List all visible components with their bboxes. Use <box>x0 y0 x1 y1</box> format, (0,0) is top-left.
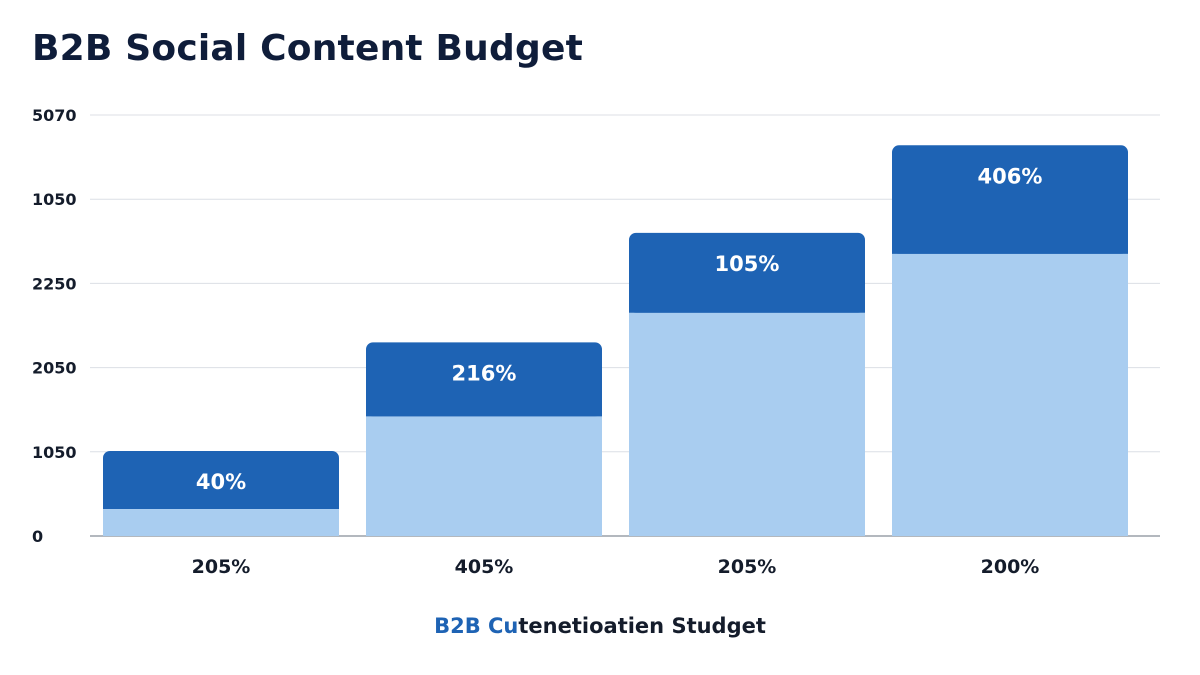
y-tick-label: 1050 <box>32 443 77 462</box>
data-label: 105% <box>715 252 780 276</box>
bar-top-segment-fill <box>629 302 865 313</box>
bar-bottom-segment <box>103 509 339 536</box>
bar-bottom-segment <box>366 416 602 536</box>
y-tick-label: 2250 <box>32 274 77 293</box>
bar-top-segment <box>366 342 602 417</box>
bar-top-segment-fill <box>892 243 1128 254</box>
x-axis-title: B2B Cutenetioatien Studget <box>0 614 1200 638</box>
bar-top-segment <box>103 450 339 510</box>
x-tick-label: 405% <box>455 556 514 578</box>
y-tick-label: 0 <box>32 527 43 546</box>
bar-top-segment-fill <box>366 406 602 417</box>
bar-bottom-segment <box>892 253 1128 536</box>
x-tick-label: 205% <box>192 556 251 578</box>
y-tick-label: 1050 <box>32 190 77 209</box>
data-label: 40% <box>196 470 246 494</box>
bar-bottom-segment <box>629 312 865 536</box>
bar-top-segment <box>892 145 1128 254</box>
x-tick-label: 205% <box>718 556 777 578</box>
bar-top-segment-fill <box>103 499 339 510</box>
chart-title: B2B Social Content Budget <box>32 28 583 69</box>
y-tick-label: 5070 <box>32 106 77 125</box>
x-axis-title-accent: B2B Cu <box>434 614 519 638</box>
data-label: 406% <box>978 164 1043 188</box>
data-label: 216% <box>452 361 517 385</box>
y-tick-label: 2050 <box>32 359 77 378</box>
bar-top-segment <box>629 232 865 313</box>
x-axis-title-rest: tenetioatien Studget <box>518 614 766 638</box>
x-tick-label: 200% <box>981 556 1040 578</box>
